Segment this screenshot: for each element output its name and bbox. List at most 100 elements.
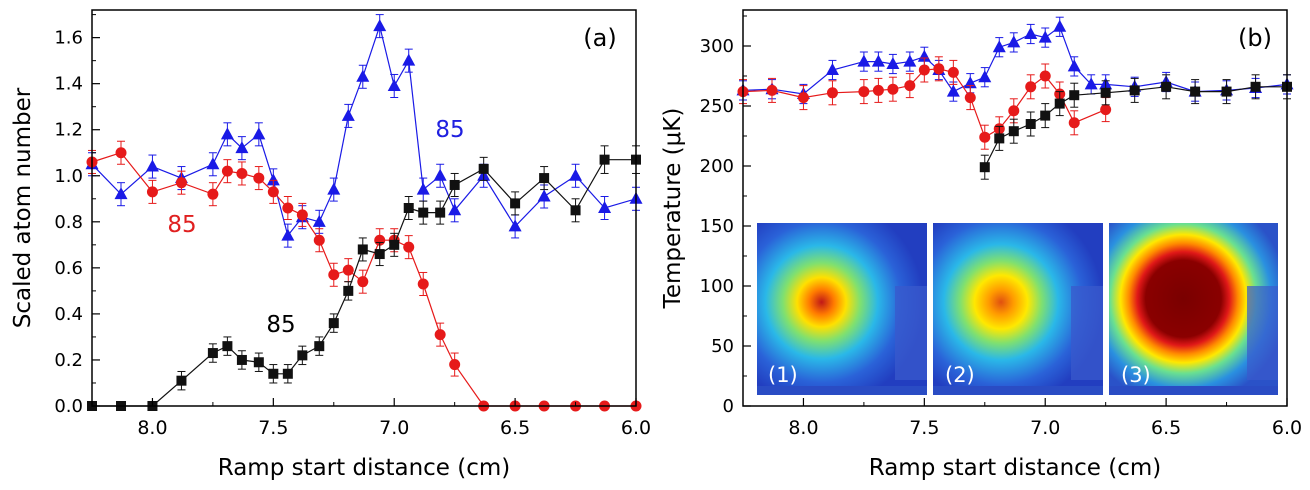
panel-b-y-tick-label: 50 bbox=[711, 336, 734, 357]
panel-a-series-line-triangle bbox=[91, 23, 637, 237]
panel-a-y-tick-label: 0.6 bbox=[54, 258, 83, 279]
panel-b-point-square bbox=[1008, 126, 1019, 137]
panel-b-point-circle bbox=[766, 84, 778, 96]
panel-a-y-tick-label: 1.2 bbox=[54, 120, 83, 141]
panel-a-point-triangle bbox=[373, 19, 387, 32]
panel-b-series-triangle bbox=[736, 16, 1294, 105]
panel-a-point-circle bbox=[417, 278, 429, 290]
panel-b-point-square bbox=[994, 133, 1005, 144]
panel-a-point-triangle bbox=[114, 187, 128, 200]
panel-b-point-triangle bbox=[1067, 59, 1081, 72]
panel-a-point-triangle bbox=[341, 108, 355, 121]
panel-a-point-square bbox=[176, 375, 187, 386]
panel-a-point-triangle bbox=[569, 168, 583, 181]
panel-b-point-square bbox=[1190, 86, 1201, 97]
panel-a-point-triangle bbox=[433, 168, 447, 181]
panel-a-point-circle bbox=[221, 165, 233, 177]
panel-a-ticks: 8.0 7.5 7.0 6.5 6.0 0.0 0.2 0.4 0.6 0.8 1.0 1.2 1.4 1… bbox=[54, 14, 651, 439]
panel-b-point-square bbox=[1250, 81, 1261, 92]
panel-b-point-circle bbox=[826, 87, 838, 99]
panel-a-point-circle bbox=[403, 241, 415, 253]
panel-a-point-circle bbox=[115, 147, 127, 159]
panel-b-point-triangle bbox=[857, 54, 871, 67]
panel-b-point-circle bbox=[904, 80, 916, 92]
inset-label-1: (1) bbox=[768, 363, 798, 387]
panel-b-ticks: 8.0 7.5 7.0 6.5 6.0 0 50 100 150 200 250 300 bbox=[700, 15, 1302, 439]
panel-b-point-triangle bbox=[1024, 27, 1038, 39]
panel-b-point-triangle bbox=[992, 40, 1006, 53]
panel-a-point-square bbox=[374, 249, 385, 260]
panel-b-point-circle bbox=[918, 64, 930, 76]
panel-a-point-square bbox=[539, 173, 550, 184]
panel-b-point-triangle bbox=[917, 49, 931, 62]
panel-b-point-circle bbox=[1025, 81, 1037, 93]
panel-b-label: (b) bbox=[1238, 24, 1272, 52]
panel-a-point-circle bbox=[313, 234, 325, 246]
panel-a-point-square bbox=[253, 357, 264, 368]
inset-image-3: (3) bbox=[1109, 223, 1278, 395]
panel-b-point-square bbox=[1221, 86, 1232, 97]
panel-a-point-square bbox=[343, 285, 354, 296]
panel-a-point-triangle bbox=[508, 219, 522, 232]
panel-b-y-tick-label: 0 bbox=[723, 396, 734, 417]
panel-a-point-circle bbox=[357, 276, 369, 288]
panel-a-point-triangle bbox=[402, 53, 416, 66]
panel-a-point-triangle bbox=[206, 157, 220, 170]
panel-b-point-square bbox=[979, 162, 990, 173]
annotation-85-black: 85 bbox=[266, 312, 295, 338]
panel-b-point-square bbox=[1129, 85, 1140, 96]
panel-b-point-triangle bbox=[1038, 30, 1052, 43]
panel-a-point-square bbox=[282, 368, 293, 379]
panel-a-label: (a) bbox=[583, 24, 616, 52]
panel-a-point-square bbox=[435, 207, 446, 218]
panel-a-point-triangle bbox=[416, 182, 430, 195]
panel-a-point-square bbox=[222, 341, 233, 352]
panel-b-x-tick-label: 7.5 bbox=[909, 417, 939, 439]
panel-b-point-triangle bbox=[903, 54, 917, 67]
panel-b-point-circle bbox=[964, 92, 976, 104]
inset-image-1: (1) bbox=[757, 223, 927, 395]
panel-b-point-circle bbox=[1008, 105, 1020, 117]
panel-b-point-circle bbox=[797, 92, 809, 104]
panel-a-y-tick-label: 1.4 bbox=[54, 74, 83, 95]
panel-a-point-circle bbox=[253, 172, 265, 184]
panel-b-x-tick-label: 6.5 bbox=[1151, 417, 1181, 439]
panel-a-point-circle bbox=[207, 188, 219, 200]
panel-b-point-triangle bbox=[825, 63, 839, 75]
panel-a-point-circle bbox=[296, 209, 308, 221]
panel-a-x-tick-label: 6.5 bbox=[500, 417, 530, 439]
panel-b-point-square bbox=[1040, 110, 1051, 121]
panel-a-point-circle bbox=[342, 264, 354, 276]
panel-a-y-tick-label: 0.8 bbox=[54, 212, 83, 233]
panel-a-point-circle bbox=[449, 359, 461, 371]
panel-a-data-layer bbox=[85, 14, 643, 412]
panel-b-x-tick-label: 6.0 bbox=[1272, 417, 1302, 439]
panel-a-point-triangle bbox=[537, 189, 551, 202]
panel-b-point-square bbox=[1025, 119, 1036, 129]
panel-a-point-triangle bbox=[387, 78, 401, 91]
panel-a-point-square bbox=[236, 354, 247, 365]
panel-a-point-square bbox=[328, 318, 339, 329]
panel-a-point-circle bbox=[236, 167, 248, 179]
panel-b-data-layer bbox=[736, 16, 1294, 180]
panel-b-y-tick-label: 100 bbox=[700, 276, 734, 297]
annotation-85-blue: 85 bbox=[435, 117, 464, 143]
panel-a-point-triangle bbox=[356, 69, 370, 82]
panel-b-point-triangle bbox=[946, 84, 960, 97]
panel-a-point-square bbox=[478, 163, 489, 174]
panel-b-point-square bbox=[1054, 98, 1065, 109]
panel-b-point-circle bbox=[947, 66, 959, 78]
panel-b-point-triangle bbox=[871, 54, 885, 67]
panel-a-point-triangle bbox=[598, 201, 612, 213]
panel-b-frame bbox=[742, 9, 1288, 407]
panel-b-point-square bbox=[1161, 81, 1172, 92]
panel-a-series-circle bbox=[86, 140, 642, 412]
panel-b-point-circle bbox=[1100, 104, 1112, 116]
panel-a-y-tick-label: 1.0 bbox=[54, 166, 83, 187]
panel-b-series-line-triangle bbox=[742, 25, 1288, 95]
panel-b-point-circle bbox=[1039, 70, 1051, 82]
panel-a-point-square bbox=[449, 179, 460, 190]
panel-a-point-triangle bbox=[266, 173, 280, 186]
inset-label-3: (3) bbox=[1121, 363, 1151, 387]
